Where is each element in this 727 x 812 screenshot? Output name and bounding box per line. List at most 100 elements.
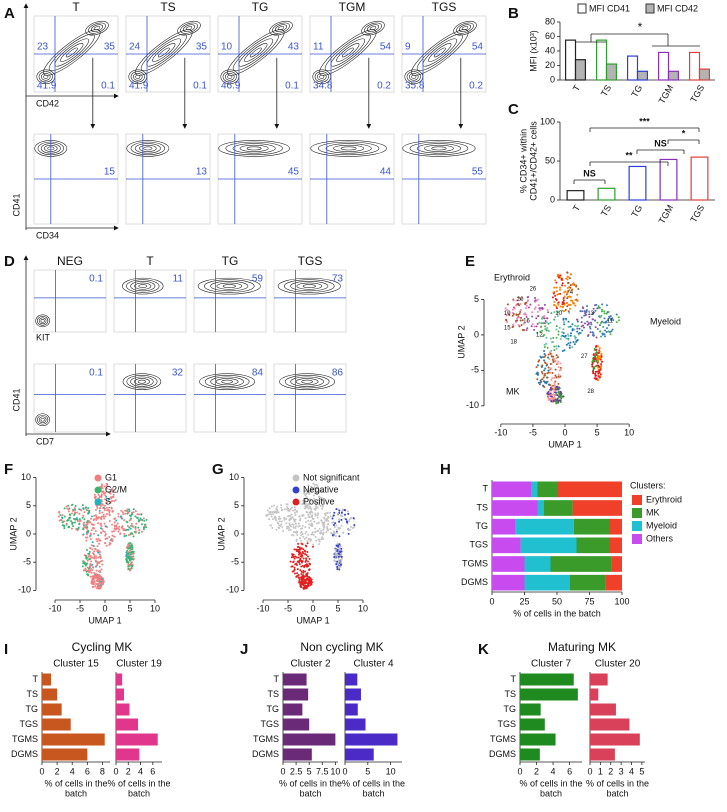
cell-point xyxy=(545,321,548,324)
column-title: TS xyxy=(160,0,175,14)
cell-point xyxy=(301,564,304,567)
cell-point xyxy=(100,516,103,519)
cell-point xyxy=(297,556,300,559)
cell-point xyxy=(611,317,614,320)
cell-point xyxy=(544,319,547,322)
cell-point xyxy=(559,274,562,277)
x-tick-label: 5 xyxy=(127,603,132,613)
cell-point xyxy=(326,518,329,521)
bar-segment xyxy=(492,500,538,516)
legend-label: S xyxy=(105,496,111,506)
bar xyxy=(667,70,680,81)
cell-point xyxy=(90,567,93,570)
cell-point xyxy=(604,321,607,324)
legend-label: Erythroid xyxy=(646,494,682,504)
cell-point xyxy=(114,528,117,531)
cell-point xyxy=(108,491,111,494)
cell-point xyxy=(544,372,547,375)
cell-point xyxy=(563,295,566,298)
cell-point xyxy=(293,520,296,523)
y-tick-label: -10 xyxy=(226,585,239,595)
cell-point xyxy=(567,335,570,338)
cluster-number: 16 xyxy=(523,318,530,324)
cell-point xyxy=(286,506,289,509)
cell-point xyxy=(329,527,332,530)
cell-point xyxy=(73,513,76,516)
cell-point xyxy=(324,514,327,517)
contour xyxy=(249,47,262,58)
cell-point xyxy=(558,395,561,398)
cell-point xyxy=(341,515,344,518)
x-axis-label: % of cells in the batch xyxy=(513,608,601,618)
cell-point xyxy=(126,525,129,528)
y-tick-label: -5 xyxy=(231,557,239,567)
cell-point xyxy=(322,531,325,534)
cell-point xyxy=(547,366,550,369)
x-tick-label: 0 xyxy=(587,766,592,776)
cell-point xyxy=(557,399,560,402)
cell-point xyxy=(115,519,118,522)
cell-point xyxy=(598,316,601,319)
cell-point xyxy=(90,555,93,558)
cell-point xyxy=(539,309,542,312)
cell-point xyxy=(99,539,102,542)
cell-point xyxy=(101,563,104,566)
contour xyxy=(232,143,276,154)
cell-point xyxy=(559,362,562,365)
cell-point xyxy=(112,496,115,499)
contour xyxy=(246,146,262,151)
contour xyxy=(152,43,176,62)
cell-point xyxy=(517,313,520,316)
bar xyxy=(690,156,709,201)
cell-point xyxy=(541,307,544,310)
cell-point xyxy=(563,323,566,326)
cell-point xyxy=(130,543,133,546)
cell-point xyxy=(126,560,129,563)
cell-point xyxy=(297,542,300,545)
cell-point xyxy=(130,561,133,564)
cell-point xyxy=(550,379,553,382)
cell-point xyxy=(535,317,538,320)
cell-point xyxy=(278,515,281,518)
cell-point xyxy=(94,576,97,579)
cell-point xyxy=(599,322,602,325)
cell-point xyxy=(577,333,580,336)
cell-point xyxy=(531,322,534,325)
cell-point xyxy=(300,583,303,586)
cell-point xyxy=(337,559,340,562)
cell-point xyxy=(336,542,339,545)
legend-label: MFI CD41 xyxy=(589,3,630,13)
y-tick-label: TGS xyxy=(19,719,38,729)
contour xyxy=(134,282,152,290)
cell-point xyxy=(338,520,341,523)
contour xyxy=(40,417,45,422)
bar xyxy=(345,673,358,686)
contour xyxy=(37,316,49,326)
cell-point xyxy=(128,508,131,511)
cell-point xyxy=(571,288,574,291)
cell-point xyxy=(100,532,103,535)
cell-point xyxy=(83,518,86,521)
cell-point xyxy=(108,506,111,509)
cell-point xyxy=(271,511,274,514)
cell-point xyxy=(302,577,305,580)
cell-point xyxy=(141,519,144,522)
cell-point xyxy=(537,315,540,318)
cell-point xyxy=(82,522,85,525)
contour xyxy=(232,33,279,72)
cell-point xyxy=(308,515,311,518)
cell-point xyxy=(86,559,89,562)
cell-point xyxy=(131,512,134,515)
cell-point xyxy=(318,495,321,498)
cell-point xyxy=(339,550,342,553)
contour xyxy=(221,379,233,384)
cell-point xyxy=(305,510,308,513)
cell-point xyxy=(305,506,308,509)
cell-point xyxy=(270,515,273,518)
region-label: MK xyxy=(506,386,520,396)
cell-point xyxy=(555,385,558,388)
cluster-number: 18 xyxy=(510,340,517,346)
cell-point xyxy=(293,568,296,571)
cell-point xyxy=(581,306,584,309)
cell-point xyxy=(89,517,92,520)
